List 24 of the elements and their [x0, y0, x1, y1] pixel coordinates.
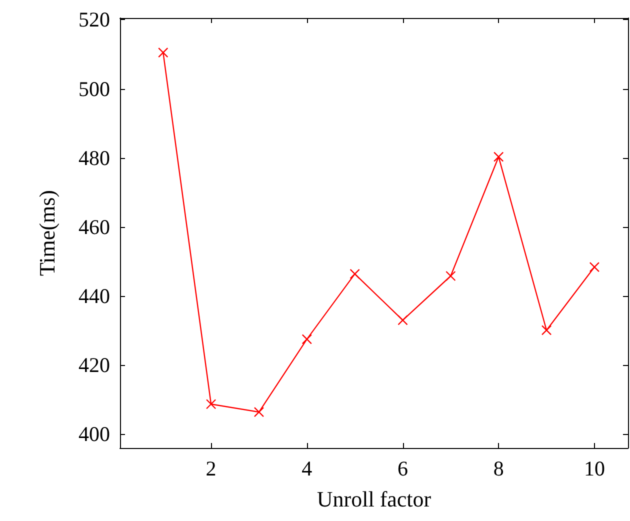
x-axis-title: Unroll factor	[316, 486, 432, 512]
point	[158, 47, 168, 58]
point	[206, 399, 216, 410]
x-tick-label: 10	[584, 456, 605, 480]
y-tick-label: 480	[78, 146, 110, 170]
x-tick-label: 2	[206, 456, 216, 480]
point	[446, 270, 456, 282]
point	[398, 315, 408, 326]
y-tick-label: 420	[78, 353, 110, 378]
point	[350, 268, 360, 280]
y-axis-title: Time(ms)	[34, 190, 60, 276]
x-tick-label: 4	[302, 456, 313, 480]
point	[254, 406, 264, 418]
x-tick-label: 8	[493, 456, 504, 480]
x-tick-label: 6	[398, 456, 408, 480]
point	[302, 334, 312, 344]
point	[494, 152, 504, 162]
point	[589, 262, 600, 272]
y-tick-label: 440	[78, 284, 110, 308]
y-tick-label: 520	[78, 8, 110, 32]
point	[541, 325, 552, 336]
y-tick-label: 460	[78, 214, 110, 239]
y-tick-label: 400	[78, 422, 110, 446]
y-tick-label: 500	[78, 76, 110, 101]
